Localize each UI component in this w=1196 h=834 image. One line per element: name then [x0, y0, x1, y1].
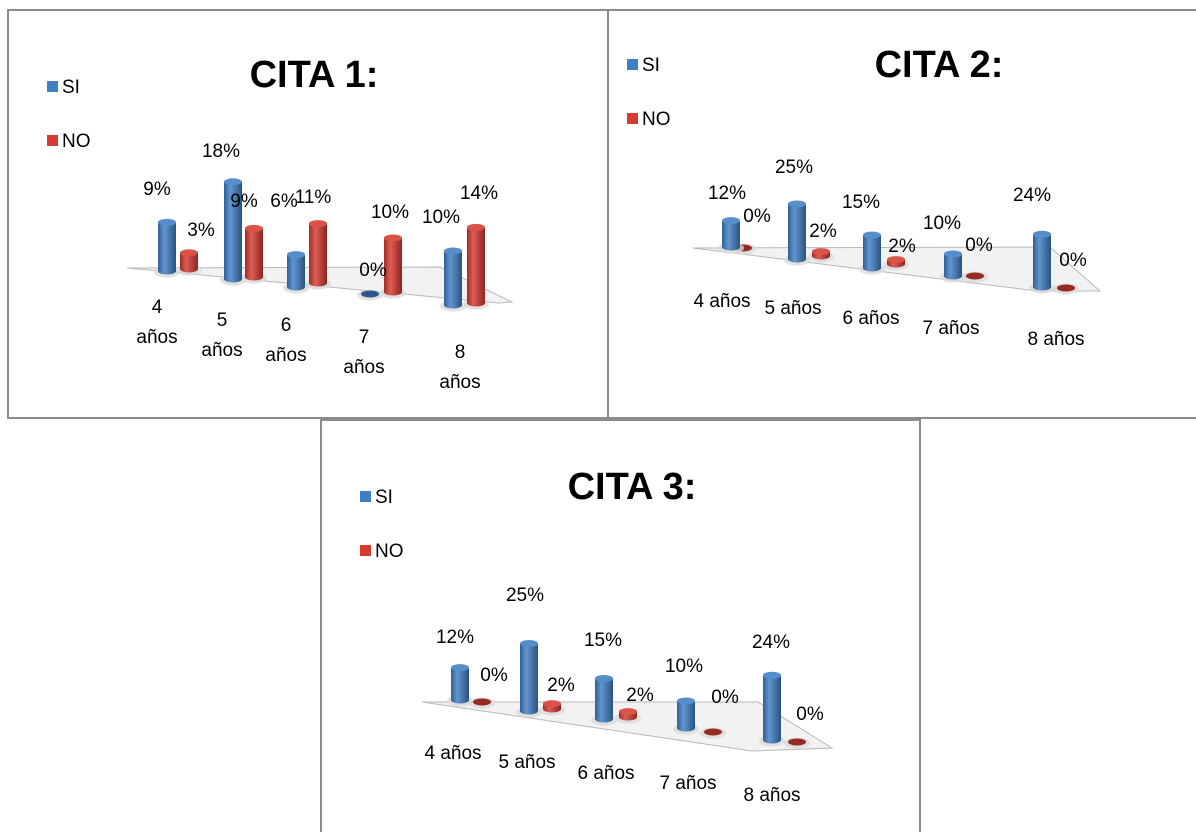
chart-panel-cita-3: CITA 3: SI NO 12% 25% 15% 10% 24% 0% 2% 2% 0% 0% 4 añ… [320, 419, 921, 832]
data-label-no-2: 2% [888, 236, 916, 257]
category-label-4: 8 años [439, 342, 480, 393]
data-label-no-1: 2% [547, 675, 575, 696]
data-label-no-2: 11% [295, 187, 332, 208]
legend-label-si: SI [642, 55, 660, 76]
category-label-1: 5 años [764, 298, 821, 319]
bar-no-3 [962, 271, 988, 283]
bar-si-3 [940, 250, 966, 283]
data-label-si-2: 15% [842, 192, 880, 213]
category-label-3: 7 años [343, 327, 384, 378]
chart-svg-cita-2: CITA 2: SI NO 12% 25% 15% 10% 24% 0% 2% 2% 0% 0% 4 añ… [627, 44, 1102, 350]
bar-no-1 [241, 224, 267, 284]
bar-si-4 [440, 247, 466, 312]
category-label-4: 8 años [743, 785, 800, 806]
bar-no-1 [539, 700, 565, 716]
chart-title: CITA 2: [875, 44, 1004, 86]
data-label-si-0: 12% [708, 183, 746, 204]
bar-no-4 [1053, 283, 1079, 295]
data-label-no-4: 0% [796, 704, 824, 725]
data-label-no-3: 10% [371, 202, 409, 223]
chart-svg-cita-3: CITA 3: SI NO 12% 25% 15% 10% 24% 0% 2% 2% 0% 0% 4 añ… [360, 466, 834, 806]
data-label-no-4: 0% [1059, 250, 1087, 271]
data-label-si-3: 10% [923, 213, 961, 234]
category-label-4: 8 años [1027, 329, 1084, 350]
chart-panel-cita-1: CITA 1: SI NO 9% 18% 6% 0% 10% 3% 9% 11% 10% 14% 4 año… [7, 9, 609, 419]
bar-si-3 [357, 289, 383, 301]
bar-no-3 [380, 234, 406, 299]
bar-si-1 [220, 178, 246, 286]
data-label-si-1: 25% [775, 157, 813, 178]
category-label-0: 4 años [693, 291, 750, 312]
chart-title: CITA 1: [250, 54, 379, 96]
chart-title: CITA 3: [568, 466, 697, 508]
category-label-3: 7 años [922, 318, 979, 339]
legend-swatch-si [627, 59, 638, 70]
data-label-si-3: 0% [359, 260, 387, 281]
category-label-1: 5 años [498, 752, 555, 773]
bar-si-0 [154, 218, 180, 278]
bar-si-0 [718, 217, 744, 254]
legend-label-si: SI [62, 77, 80, 98]
category-label-3: 7 años [659, 773, 716, 794]
legend-swatch-no [47, 135, 58, 146]
data-label-si-4: 24% [1013, 185, 1051, 206]
bar-no-2 [615, 708, 641, 724]
bar-si-1 [784, 200, 810, 266]
bar-si-3 [673, 697, 699, 735]
data-label-si-2: 15% [584, 630, 622, 651]
bar-si-2 [591, 675, 617, 726]
legend-swatch-no [360, 545, 371, 556]
bar-no-3 [700, 727, 726, 739]
legend-label-no: NO [642, 109, 671, 130]
bar-si-4 [759, 671, 785, 747]
bar-no-4 [463, 223, 489, 310]
bar-no-2 [305, 220, 331, 290]
category-label-0: 4 años [136, 297, 177, 348]
data-label-no-0: 0% [743, 206, 771, 227]
legend-label-no: NO [62, 131, 91, 152]
data-label-si-4: 10% [422, 207, 460, 228]
data-label-si-2: 6% [270, 191, 298, 212]
data-label-si-4: 24% [752, 632, 790, 653]
data-label-no-0: 3% [187, 220, 215, 241]
chart-panel-cita-2: CITA 2: SI NO 12% 25% 15% 10% 24% 0% 2% 2% 0% 0% 4 añ… [607, 9, 1196, 419]
bar-no-2 [883, 256, 909, 271]
bar-si-2 [283, 251, 309, 294]
data-label-si-1: 18% [202, 141, 240, 162]
data-label-si-0: 12% [436, 627, 474, 648]
category-label-2: 6 años [842, 308, 899, 329]
category-label-2: 6 años [577, 763, 634, 784]
data-label-si-3: 10% [665, 656, 703, 677]
data-label-no-3: 0% [711, 687, 739, 708]
data-label-no-3: 0% [965, 235, 993, 256]
bar-no-4 [784, 737, 810, 749]
bar-si-4 [1029, 230, 1055, 294]
data-label-no-1: 9% [230, 191, 258, 212]
data-label-si-0: 9% [143, 179, 171, 200]
bar-no-0 [469, 697, 495, 709]
category-label-0: 4 años [424, 743, 481, 764]
category-label-1: 5 años [201, 310, 242, 361]
category-label-2: 6 años [265, 315, 306, 366]
legend-label-si: SI [375, 487, 393, 508]
bar-no-1 [808, 248, 834, 263]
data-label-no-0: 0% [480, 665, 508, 686]
bar-si-1 [516, 640, 542, 718]
bar-no-0 [176, 249, 202, 276]
data-label-no-2: 2% [626, 685, 654, 706]
legend-swatch-si [47, 81, 58, 92]
legend-label-no: NO [375, 541, 404, 562]
bar-si-0 [447, 664, 473, 707]
legend-swatch-si [360, 491, 371, 502]
data-label-no-1: 2% [809, 221, 837, 242]
bar-si-2 [859, 231, 885, 275]
data-label-no-4: 14% [460, 183, 498, 204]
legend-swatch-no [627, 113, 638, 124]
data-label-si-1: 25% [506, 585, 544, 606]
